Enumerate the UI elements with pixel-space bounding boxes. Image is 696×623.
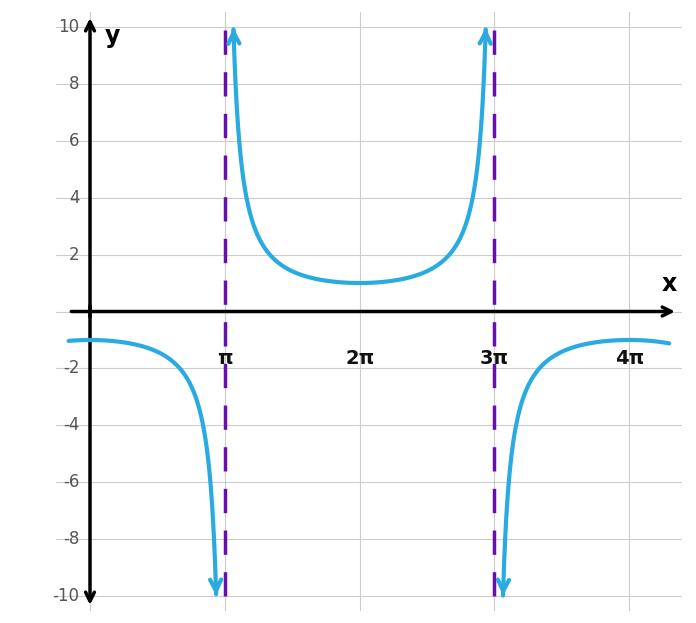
Text: -6: -6 (63, 473, 79, 492)
Text: 8: 8 (69, 75, 79, 93)
Text: -8: -8 (63, 530, 79, 548)
Text: -2: -2 (63, 359, 79, 378)
Text: y: y (105, 24, 120, 48)
Text: 3π: 3π (480, 348, 509, 368)
Text: 4π: 4π (615, 348, 644, 368)
Text: 2π: 2π (345, 348, 374, 368)
Text: π: π (217, 348, 232, 368)
Text: 6: 6 (69, 131, 79, 150)
Text: 4: 4 (69, 189, 79, 207)
Text: 10: 10 (58, 17, 79, 36)
Text: 2: 2 (69, 245, 79, 264)
Text: -10: -10 (52, 587, 79, 606)
Text: x: x (662, 272, 677, 296)
Text: -4: -4 (63, 416, 79, 434)
